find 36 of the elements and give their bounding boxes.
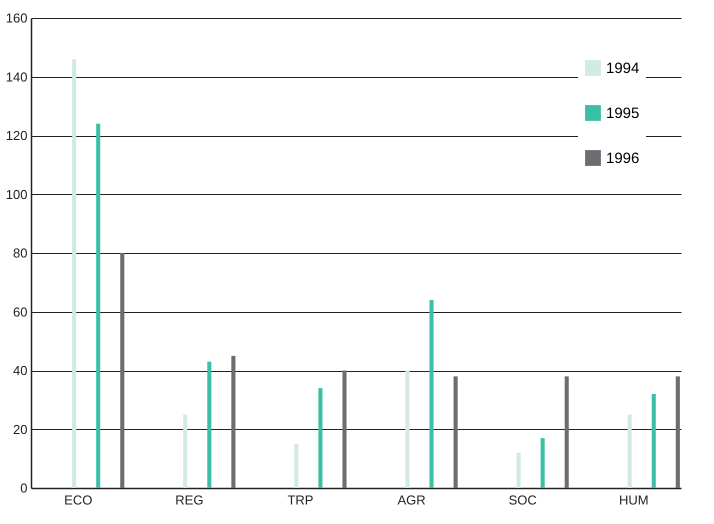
bar (231, 356, 236, 488)
y-tick-label: 40 (13, 363, 28, 378)
bar (72, 59, 76, 488)
y-tick-label: 160 (6, 10, 28, 26)
bar (454, 376, 458, 488)
x-tick-label: REG (175, 492, 204, 508)
x-tick-label: TRP (287, 492, 314, 508)
y-tick-label: 20 (13, 422, 28, 437)
x-tick-label: SOC (508, 492, 537, 508)
y-tick-label: 60 (13, 304, 28, 320)
bar (676, 376, 680, 488)
x-tick-label: HUM (618, 492, 649, 508)
bar (183, 414, 188, 488)
bar (120, 253, 124, 488)
bar (405, 370, 410, 488)
bar (540, 438, 545, 488)
bar (652, 394, 656, 488)
y-tick-label: 80 (13, 246, 28, 260)
bar (207, 362, 212, 488)
bar (564, 376, 569, 488)
bar (96, 124, 100, 488)
bar (342, 370, 347, 488)
y-tick-label: 100 (6, 186, 28, 202)
x-tick-label: AGR (397, 492, 426, 508)
bar (318, 388, 322, 488)
y-tick-label: 120 (6, 128, 28, 143)
x-tick-label: ECO (64, 492, 92, 508)
y-tick-label: 0 (20, 480, 28, 496)
y-tick-label: 140 (6, 69, 28, 84)
bar (294, 444, 298, 488)
bar (516, 452, 521, 488)
legend-label: 1994 (606, 60, 640, 77)
bar (628, 414, 632, 488)
legend-label: 1995 (606, 105, 640, 122)
legend-label: 1996 (606, 150, 640, 167)
bar (429, 300, 434, 488)
